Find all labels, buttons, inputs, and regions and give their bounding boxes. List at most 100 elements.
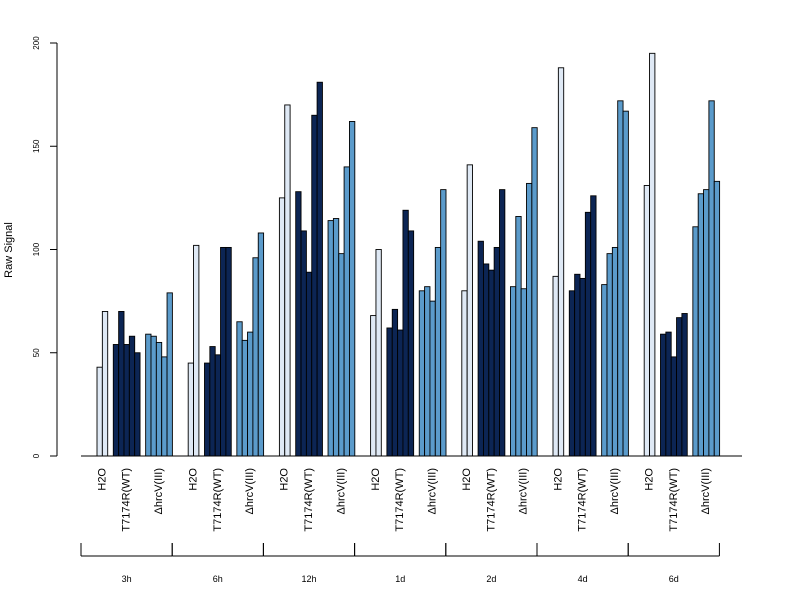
bar [590, 195, 597, 457]
bar [557, 67, 565, 457]
bar [134, 352, 141, 457]
bar [477, 240, 484, 457]
condition-label: H2O [187, 468, 199, 491]
condition-label: T7174R(WT) [212, 468, 224, 532]
condition-label: ΔhrcV(III) [427, 468, 439, 514]
timepoint-label: 6h [213, 574, 223, 584]
bar [193, 244, 200, 457]
bar [343, 166, 350, 457]
y-tick-label: 50 [32, 348, 41, 357]
bar [150, 335, 157, 457]
bar [386, 327, 393, 457]
timepoint-label: 4d [578, 574, 588, 584]
bar [520, 288, 527, 457]
timepoint-brackets: 3h 6h 12h 1d 2d 4d 6d [80, 543, 720, 584]
bar [407, 230, 415, 457]
bar [531, 127, 538, 457]
condition-label: T7174R(WT) [485, 468, 497, 532]
timepoint-label: 2d [486, 574, 496, 584]
condition-label: T7174R(WT) [303, 468, 315, 532]
bar [579, 277, 586, 457]
bar [375, 249, 382, 457]
bar [552, 275, 559, 457]
x-tick-labels: H2O T7174R(WT) ΔhrcV(III) H2O T7174R(WT) Δhrc… [96, 468, 712, 532]
bar [311, 114, 318, 457]
bar [284, 104, 291, 457]
bar [611, 246, 619, 457]
bar [617, 100, 624, 457]
bar [660, 333, 667, 457]
bar [681, 313, 688, 457]
bar [252, 257, 259, 457]
condition-label: H2O [370, 468, 382, 491]
timepoint-label: 6d [669, 574, 679, 584]
bar [112, 344, 120, 457]
bar [370, 315, 377, 457]
condition-label: T7174R(WT) [394, 468, 406, 532]
bar [424, 286, 431, 457]
bar [703, 189, 710, 457]
bar [466, 164, 473, 457]
bar [187, 362, 194, 457]
bar [332, 218, 340, 457]
bar [440, 189, 447, 457]
condition-label: H2O [279, 468, 291, 491]
timepoint-label: 1d [395, 574, 405, 584]
bar [145, 333, 152, 457]
condition-label: ΔhrcV(III) [244, 468, 256, 514]
bar [692, 226, 699, 457]
bar [708, 100, 715, 457]
bar [713, 180, 721, 457]
bars-group [96, 52, 721, 457]
bar [510, 286, 517, 457]
condition-label: T7174R(WT) [121, 468, 133, 532]
bar [128, 335, 136, 457]
bar [236, 321, 243, 457]
bar [204, 362, 211, 457]
bar [429, 300, 436, 457]
bar [676, 317, 683, 457]
bar [601, 284, 608, 457]
bar [574, 273, 581, 457]
bar [278, 197, 286, 457]
y-tick-label: 0 [32, 453, 41, 458]
bar [349, 121, 356, 457]
timepoint-label: 12h [301, 574, 316, 584]
bar [305, 271, 313, 457]
y-axis-label: Raw Signal [3, 222, 15, 278]
y-tick-label: 150 [32, 139, 41, 153]
bar [316, 81, 323, 457]
bar [568, 290, 576, 457]
condition-label: H2O [96, 468, 108, 491]
bar [584, 211, 592, 457]
bar [257, 232, 265, 457]
y-tick-label: 100 [32, 242, 41, 256]
bar [155, 341, 163, 457]
bar [397, 329, 404, 457]
y-axis: 0 50 100 150 200 [32, 36, 58, 458]
bar [295, 191, 302, 457]
bar [101, 311, 109, 457]
condition-label: H2O [552, 468, 564, 491]
bar [209, 346, 216, 457]
bar [418, 290, 426, 457]
bar [622, 110, 629, 457]
bar [606, 253, 613, 457]
condition-label: ΔhrcV(III) [700, 468, 712, 514]
bar [118, 311, 125, 457]
bar [670, 356, 678, 457]
condition-label: T7174R(WT) [668, 468, 680, 532]
bar [515, 216, 522, 457]
bar [166, 292, 173, 457]
bar [697, 193, 705, 457]
bar [214, 354, 221, 457]
bar [488, 269, 495, 457]
bar [300, 230, 307, 457]
bar [225, 246, 232, 457]
y-tick-label: 200 [32, 36, 41, 50]
bar [665, 331, 672, 457]
bar [434, 246, 442, 457]
bar [461, 290, 468, 457]
condition-label: ΔhrcV(III) [518, 468, 530, 514]
bar [241, 339, 248, 457]
